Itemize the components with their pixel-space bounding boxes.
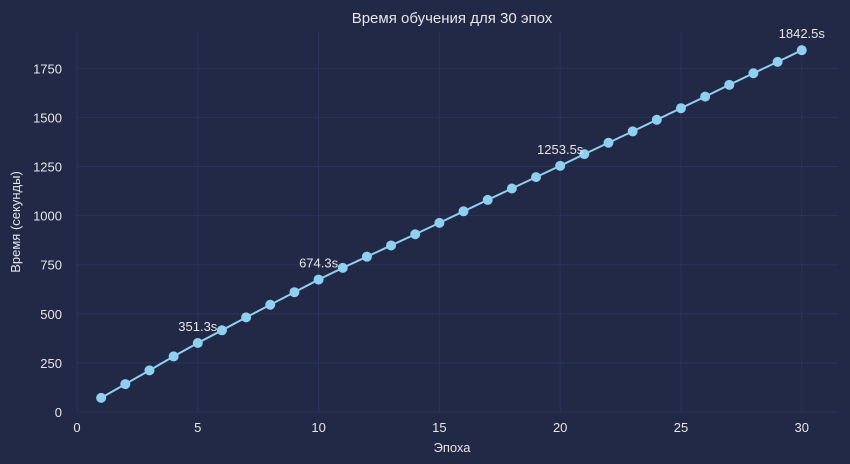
data-point [168,351,179,362]
data-point [603,137,614,148]
data-point [289,287,300,298]
y-tick-label: 1500 [33,110,62,125]
data-point [361,251,372,262]
y-tick-label: 750 [40,258,62,273]
data-point [192,338,203,349]
x-tick-label: 5 [194,420,201,435]
value-annotation: 1253.5s [537,142,584,157]
axes-frame [76,32,838,413]
y-tick-label: 0 [55,405,62,420]
x-tick-labels: 0 5 10 15 20 25 30 [73,420,809,435]
x-tick-label: 25 [674,420,688,435]
data-point [434,217,445,228]
x-tick-label: 30 [795,420,809,435]
data-point [531,172,542,183]
data-point [796,45,807,56]
value-annotation: 674.3s [299,256,339,271]
x-tick-label: 0 [73,420,80,435]
data-point [579,149,590,160]
chart-title: Время обучения для 30 эпох [352,10,553,27]
data-point [120,379,131,390]
data-point [144,365,155,376]
x-tick-label: 20 [553,420,567,435]
y-tick-label: 1000 [33,209,62,224]
value-annotation: 351.3s [178,319,218,334]
data-point [216,325,227,336]
series-training-time [96,45,807,403]
data-point [675,103,686,114]
data-point [337,262,348,273]
data-point [482,194,493,205]
data-point [96,392,107,403]
data-point [748,68,759,79]
data-point [458,206,469,217]
data-point [313,274,324,285]
y-tick-label: 1750 [33,61,62,76]
value-annotation: 1842.5s [779,26,826,41]
x-axis-title: Эпоха [433,440,471,455]
data-point [627,126,638,137]
data-point [410,229,421,240]
data-point [506,183,517,194]
data-point [772,56,783,67]
data-point [241,312,252,323]
data-point [700,91,711,102]
y-tick-label: 1250 [33,160,62,175]
data-point [555,160,566,171]
y-axis-title: Время (секунды) [8,171,23,273]
data-point [724,79,735,90]
x-tick-label: 10 [311,420,325,435]
y-tick-label: 500 [40,307,62,322]
data-point [651,114,662,125]
data-point [386,240,397,251]
x-tick-label: 15 [432,420,446,435]
y-tick-label: 250 [40,356,62,371]
grid-lines [76,32,838,413]
data-point [265,299,276,310]
annotations: 351.3s 674.3s 1253.5s 1842.5s [178,26,825,334]
y-tick-labels: 0 250 500 750 1000 1250 1500 1750 [33,61,62,420]
